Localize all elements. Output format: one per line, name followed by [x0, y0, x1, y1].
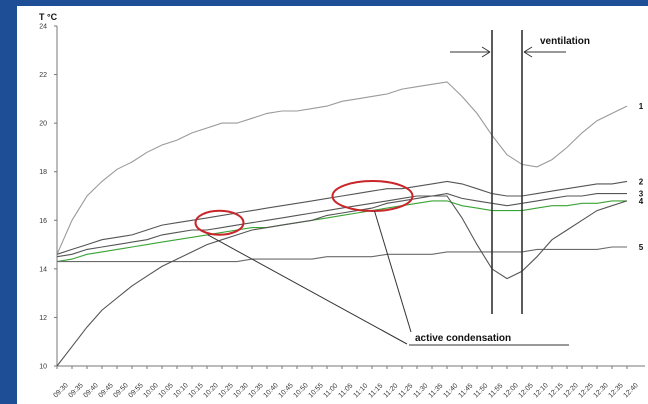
chart-panel: T °C 10 12 14 16 18 20 22 24 09:30 09:35 09:40 09:… — [17, 6, 648, 404]
x-tick-label: 11:10 — [352, 382, 369, 399]
x-tick-label: 10:50 — [292, 382, 309, 399]
x-tick-label: 10:00 — [142, 382, 159, 399]
series-line-4 — [56, 200, 627, 263]
condensation-leader-line — [207, 234, 408, 345]
y-tick-label: 22 — [39, 72, 47, 79]
x-tick-label: 10:40 — [262, 382, 279, 399]
x-tick-label: 12:40 — [622, 382, 639, 399]
series-label-1: 1 — [639, 102, 644, 111]
x-tick-label: 10:10 — [172, 382, 189, 399]
x-tick-label: 09:40 — [82, 382, 99, 399]
x-tick-label: 11:30 — [412, 382, 429, 399]
x-tick-label: 11:05 — [337, 382, 354, 399]
y-axis-label: T °C — [39, 12, 58, 22]
ventilation-label: ventilation — [540, 36, 590, 47]
x-tick-label: 12:05 — [517, 382, 534, 399]
y-tick-label: 20 — [39, 121, 47, 128]
x-tick-label: 10:15 — [187, 382, 204, 399]
x-tick-label: 12:00 — [502, 382, 519, 399]
x-tick-label: 09:50 — [112, 382, 129, 399]
arrowhead-icon — [523, 46, 533, 58]
series-label-5: 5 — [639, 243, 644, 252]
x-tick-label: 12:25 — [577, 382, 594, 399]
x-tick-label: 12:30 — [592, 382, 609, 399]
series-label-2: 2 — [639, 177, 644, 186]
series-line-unlabeled — [56, 195, 628, 367]
x-tick-label: 11:15 — [367, 382, 384, 399]
x-tick-label: 09:30 — [52, 382, 69, 399]
condensation-highlight-2 — [331, 180, 414, 212]
x-tick-label: 09:35 — [67, 382, 84, 399]
x-tick-label: 10:05 — [157, 382, 174, 399]
arrowhead-icon — [481, 46, 491, 58]
condensation-label: active condensation — [415, 333, 511, 344]
x-tick-label: 12:20 — [562, 382, 579, 399]
x-tick-label: 11:45 — [457, 382, 474, 399]
x-tick-label: 10:30 — [232, 382, 249, 399]
y-tick-label: 24 — [39, 24, 47, 31]
x-tick-label: 12:15 — [547, 382, 564, 399]
x-tick-label: 11:00 — [322, 382, 339, 399]
x-tick-label: 11:25 — [397, 382, 414, 399]
x-tick-label: 11:55 — [487, 382, 504, 399]
x-tick-label: 10:45 — [277, 382, 294, 399]
x-tick-label: 11:20 — [382, 382, 399, 399]
x-tick-label: 11:35 — [427, 382, 444, 399]
x-tick-label: 10:35 — [247, 382, 264, 399]
y-tick-label: 16 — [39, 218, 47, 225]
x-tick-label: 10:20 — [202, 382, 219, 399]
condensation-leader-line — [374, 210, 412, 333]
y-tick-label: 10 — [39, 364, 47, 371]
condensation-highlight-1 — [194, 209, 245, 236]
x-tick-label: 11:50 — [472, 382, 489, 399]
x-tick-label: 10:55 — [307, 382, 324, 399]
series-label-3: 3 — [639, 190, 644, 199]
x-tick-label: 12:10 — [532, 382, 549, 399]
x-tick-label: 10:25 — [217, 382, 234, 399]
x-tick-label: 12:35 — [607, 382, 624, 399]
x-tick-label: 11:40 — [442, 382, 459, 399]
y-tick-label: 14 — [39, 266, 47, 273]
series-line-1 — [56, 81, 628, 255]
series-line-5 — [57, 246, 627, 263]
y-tick-label: 12 — [39, 315, 47, 322]
series-line-3 — [56, 193, 627, 258]
y-tick-label: 18 — [39, 169, 47, 176]
x-tick-label: 09:55 — [127, 382, 144, 399]
series-line-2 — [56, 180, 628, 255]
series-label-4: 4 — [639, 197, 644, 206]
x-tick-label: 09:45 — [97, 382, 114, 399]
